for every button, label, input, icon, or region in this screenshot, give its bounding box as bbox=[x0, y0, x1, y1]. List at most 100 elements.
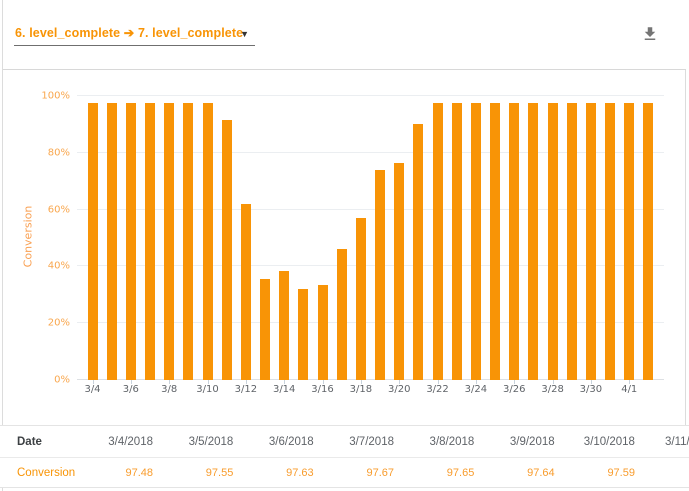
y-tick-label: 100% bbox=[41, 90, 70, 102]
bar-3/10[interactable] bbox=[202, 102, 213, 380]
x-tick-label: 3/6 bbox=[122, 384, 139, 395]
bar-3/24[interactable] bbox=[470, 102, 481, 380]
bar-3/8[interactable] bbox=[164, 102, 175, 380]
y-tick-label: 0% bbox=[54, 374, 70, 386]
date-cell: 3/4/2018 bbox=[108, 435, 153, 448]
bar-3/23[interactable] bbox=[451, 102, 462, 380]
y-tick-label: 60% bbox=[47, 204, 70, 216]
date-cell: 3/5/2018 bbox=[188, 435, 234, 448]
x-tick bbox=[399, 380, 401, 384]
x-tick bbox=[437, 380, 439, 384]
conversion-row-label: Conversion bbox=[17, 466, 76, 479]
conversion-cell: 97.64 bbox=[527, 466, 555, 479]
conversion-cell: 97.63 bbox=[286, 466, 314, 479]
date-row-label: Date bbox=[17, 435, 42, 448]
bar-3/12[interactable] bbox=[240, 203, 251, 380]
bar-3/19[interactable] bbox=[375, 169, 386, 380]
y-tick-label: 40% bbox=[47, 260, 70, 272]
x-tick bbox=[514, 380, 516, 384]
bar-3/5[interactable] bbox=[106, 102, 117, 380]
date-cell: 3/10/2018 bbox=[583, 435, 635, 448]
bar-3/11[interactable] bbox=[221, 120, 232, 380]
bar-3/7[interactable] bbox=[145, 102, 155, 380]
bar-3/9[interactable] bbox=[183, 102, 194, 380]
table-row-conversion: Conversion 97.48 97.55 97.63 97.67 97.65 97.6… bbox=[0, 458, 689, 488]
card-left-border bbox=[2, 0, 3, 491]
x-tick bbox=[245, 380, 247, 384]
y-axis-title: Conversion bbox=[21, 205, 35, 268]
x-tick-label: 3/26 bbox=[503, 384, 526, 395]
x-tick-label: 4/1 bbox=[621, 384, 638, 395]
bar-3/21[interactable] bbox=[413, 124, 424, 380]
date-cell: 3/6/2018 bbox=[268, 435, 314, 448]
x-tick-label: 3/30 bbox=[579, 384, 603, 395]
bar-3/31[interactable] bbox=[605, 102, 616, 380]
x-tick-label: 3/28 bbox=[541, 384, 564, 395]
conversion-cell: 97.65 bbox=[446, 466, 475, 479]
conversion-cell: 97.48 bbox=[125, 466, 153, 479]
x-tick bbox=[130, 380, 132, 384]
conversion-cell: 97.59 bbox=[607, 466, 635, 479]
x-tick bbox=[92, 380, 94, 384]
bar-3/16[interactable] bbox=[317, 284, 328, 380]
x-tick-label: 3/18 bbox=[349, 384, 373, 395]
x-tick bbox=[284, 380, 286, 384]
gridline-20 bbox=[77, 322, 664, 324]
conversion-cell: 97.55 bbox=[205, 466, 234, 479]
card-right-border bbox=[685, 0, 686, 426]
bar-3/27[interactable] bbox=[528, 102, 539, 380]
y-tick-label: 20% bbox=[47, 317, 70, 329]
x-tick bbox=[475, 380, 477, 384]
x-tick bbox=[169, 380, 171, 384]
date-cell: 3/8/2018 bbox=[429, 435, 475, 448]
bar-3/6[interactable] bbox=[125, 102, 136, 380]
bar-3/14[interactable] bbox=[279, 270, 290, 380]
gridline-80 bbox=[77, 151, 664, 153]
x-tick-label: 3/22 bbox=[426, 384, 449, 395]
x-tick-label: 3/12 bbox=[234, 384, 258, 395]
y-axis-labels: 0% 20% 40% 60% 80% 100% bbox=[0, 91, 70, 386]
bar-3/20[interactable] bbox=[394, 162, 405, 380]
bar-3/15[interactable] bbox=[298, 289, 309, 380]
x-tick bbox=[322, 380, 324, 384]
bar-3/17[interactable] bbox=[336, 249, 347, 380]
gridline-0 bbox=[77, 379, 664, 380]
bar-4/1[interactable] bbox=[624, 102, 635, 380]
date-cell: 3/7/2018 bbox=[349, 435, 394, 448]
y-tick-label: 80% bbox=[47, 147, 70, 159]
step-pair-select-label: 6. level_complete ➔ 7. level_complete bbox=[15, 26, 244, 40]
chevron-down-icon: ▼ bbox=[240, 29, 249, 39]
bar-3/4[interactable] bbox=[87, 103, 98, 380]
x-tick bbox=[590, 380, 592, 384]
table-row-date: Date 3/4/2018 3/5/2018 3/6/2018 3/7/2018 3/8… bbox=[0, 425, 689, 458]
bar-3/29[interactable] bbox=[566, 102, 577, 380]
x-tick bbox=[207, 380, 209, 384]
x-tick-label: 3/16 bbox=[311, 384, 334, 395]
bar-3/28[interactable] bbox=[547, 102, 558, 380]
bar-3/30[interactable] bbox=[585, 102, 596, 380]
bar-3/22[interactable] bbox=[432, 102, 443, 380]
x-tick-label: 3/14 bbox=[272, 384, 296, 395]
bar-3/13[interactable] bbox=[260, 279, 271, 380]
x-tick bbox=[360, 380, 362, 384]
date-cell: 3/9/2018 bbox=[509, 435, 555, 448]
card-header: 6. level_complete ➔ 7. level_complete ▼ bbox=[3, 0, 686, 70]
download-icon bbox=[638, 25, 662, 43]
gridline-60 bbox=[77, 208, 664, 210]
download-button[interactable] bbox=[638, 22, 662, 46]
bar-3/26[interactable] bbox=[509, 102, 520, 380]
step-pair-select[interactable]: 6. level_complete ➔ 7. level_complete ▼ bbox=[14, 22, 255, 46]
conversion-bar-chart bbox=[77, 95, 664, 380]
conversion-cell: 97.67 bbox=[366, 466, 394, 479]
bar-4/2[interactable] bbox=[643, 102, 654, 380]
x-tick-label: 3/10 bbox=[196, 384, 219, 395]
bar-3/18[interactable] bbox=[355, 218, 366, 380]
x-tick-label: 3/24 bbox=[464, 384, 488, 395]
x-tick bbox=[552, 380, 554, 384]
x-tick-label: 3/20 bbox=[387, 384, 411, 395]
x-tick-label: 3/8 bbox=[161, 384, 178, 395]
bar-3/25[interactable] bbox=[490, 102, 501, 380]
x-tick-label: 3/4 bbox=[84, 384, 101, 395]
gridline-40 bbox=[77, 265, 664, 267]
